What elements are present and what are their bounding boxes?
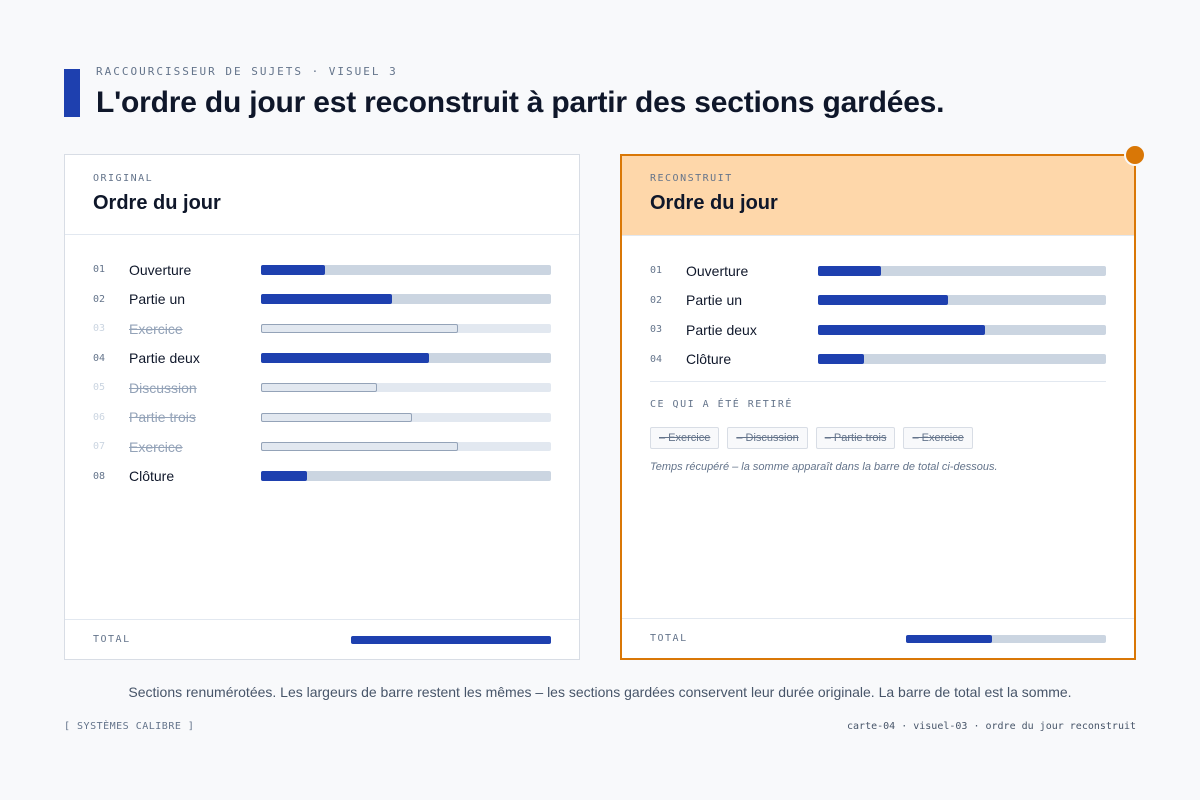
- footer-meta: carte-04 · visuel-03 · ordre du jour rec…: [847, 721, 1136, 732]
- rebuilt-card-header: RECONSTRUIT Ordre du jour: [622, 156, 1134, 236]
- duration-bar-fill: [261, 442, 459, 452]
- row-number: 05: [93, 382, 106, 394]
- duration-bar-fill: [818, 324, 986, 335]
- row-name: Ouverture: [129, 261, 192, 278]
- row-name: Exercice: [129, 320, 183, 337]
- row-name: Partie un: [686, 292, 743, 309]
- row-number: 03: [93, 323, 106, 335]
- brand: [ SYSTÈMES CALIBRE ]: [64, 721, 195, 732]
- duration-bar-fill: [261, 471, 308, 482]
- row-name: Partie deux: [686, 321, 757, 338]
- agenda-row: 04 Clôture: [650, 345, 1106, 375]
- agenda-row: 02 Partie un: [93, 285, 551, 315]
- row-name: Exercice: [129, 438, 183, 455]
- total-label: TOTAL: [93, 634, 131, 645]
- note: Temps récupéré – la somme apparaît dans …: [650, 461, 998, 473]
- agenda-row: 02 Partie un: [650, 286, 1106, 316]
- total-bar: [351, 635, 551, 644]
- duration-bar: [261, 294, 551, 305]
- rebuilt-list: 01 Ouverture 02 Partie un 03 Partie deux…: [622, 236, 1134, 374]
- duration-bar-fill: [261, 324, 459, 334]
- row-number: 04: [650, 353, 663, 365]
- total-label: TOTAL: [650, 633, 688, 644]
- duration-bar: [261, 471, 551, 482]
- removed-chips: – Exercice – Discussion – Partie trois – Ex…: [650, 427, 1106, 449]
- agenda-row: 03 Exercice: [93, 314, 551, 344]
- row-name: Partie un: [129, 291, 186, 308]
- duration-bar: [818, 354, 1106, 365]
- total-bar: [906, 634, 1106, 643]
- agenda-row: 05 Discussion: [93, 373, 551, 403]
- duration-bar: [261, 383, 551, 393]
- row-number: 01: [93, 264, 106, 276]
- original-total: TOTAL: [65, 619, 579, 659]
- divider: [650, 381, 1106, 382]
- row-name: Partie deux: [129, 350, 200, 367]
- row-number: 02: [93, 293, 106, 305]
- original-title: Ordre du jour: [93, 192, 221, 214]
- duration-bar-fill: [261, 383, 377, 393]
- agenda-row: 06 Partie trois: [93, 403, 551, 433]
- highlight-dot: [1124, 144, 1146, 166]
- rebuilt-card: RECONSTRUIT Ordre du jour 01 Ouverture 0…: [620, 154, 1136, 660]
- duration-bar-fill: [261, 294, 392, 305]
- duration-bar-fill: [261, 412, 412, 422]
- original-label: ORIGINAL: [93, 173, 154, 184]
- duration-bar: [261, 412, 551, 422]
- page-title: L'ordre du jour est reconstruit à partir…: [96, 86, 945, 119]
- row-name: Discussion: [129, 379, 197, 396]
- row-name: Clôture: [686, 351, 732, 368]
- duration-bar: [818, 295, 1106, 306]
- duration-bar: [261, 442, 551, 452]
- row-number: 06: [93, 411, 106, 423]
- total-bar-fill: [351, 635, 551, 644]
- duration-bar: [261, 353, 551, 364]
- title-accent-bar: [64, 69, 80, 117]
- duration-bar: [261, 324, 551, 334]
- agenda-row: 01 Ouverture: [650, 256, 1106, 286]
- removed-label: CE QUI A ÉTÉ RETIRÉ: [650, 399, 793, 410]
- row-name: Partie trois: [129, 409, 196, 426]
- removed-chip: – Exercice: [903, 427, 973, 449]
- duration-bar-fill: [818, 295, 948, 306]
- row-number: 01: [650, 265, 663, 277]
- rebuilt-title: Ordre du jour: [650, 192, 778, 214]
- row-number: 07: [93, 441, 106, 453]
- agenda-row: 04 Partie deux: [93, 344, 551, 374]
- duration-bar: [818, 265, 1106, 276]
- original-card: ORIGINAL Ordre du jour 01 Ouverture 02 P…: [64, 154, 580, 660]
- original-card-header: ORIGINAL Ordre du jour: [65, 155, 579, 235]
- duration-bar-fill: [261, 353, 430, 364]
- removed-chip: – Exercice: [650, 427, 720, 449]
- row-name: Ouverture: [686, 262, 749, 279]
- row-number: 02: [650, 294, 663, 306]
- agenda-row: 03 Partie deux: [650, 315, 1106, 345]
- duration-bar: [261, 264, 551, 275]
- original-list: 01 Ouverture 02 Partie un 03 Exercice 04…: [65, 235, 579, 491]
- row-number: 08: [93, 470, 106, 482]
- agenda-row: 08 Clôture: [93, 462, 551, 492]
- rebuilt-label: RECONSTRUIT: [650, 173, 733, 184]
- eyebrow: RACCOURCISSEUR DE SUJETS · VISUEL 3: [96, 65, 398, 78]
- duration-bar-fill: [818, 354, 865, 365]
- total-bar-fill: [906, 634, 992, 643]
- duration-bar-fill: [818, 265, 882, 276]
- agenda-row: 01 Ouverture: [93, 255, 551, 285]
- duration-bar: [818, 324, 1106, 335]
- rebuilt-total: TOTAL: [622, 618, 1134, 658]
- row-name: Clôture: [129, 468, 175, 485]
- duration-bar-fill: [261, 264, 325, 275]
- agenda-row: 07 Exercice: [93, 432, 551, 462]
- removed-chip: – Partie trois: [815, 427, 896, 449]
- removed-chip: – Discussion: [727, 427, 808, 449]
- row-number: 04: [93, 352, 106, 364]
- row-number: 03: [650, 324, 663, 336]
- caption: Sections renumérotées. Les largeurs de b…: [128, 684, 1072, 700]
